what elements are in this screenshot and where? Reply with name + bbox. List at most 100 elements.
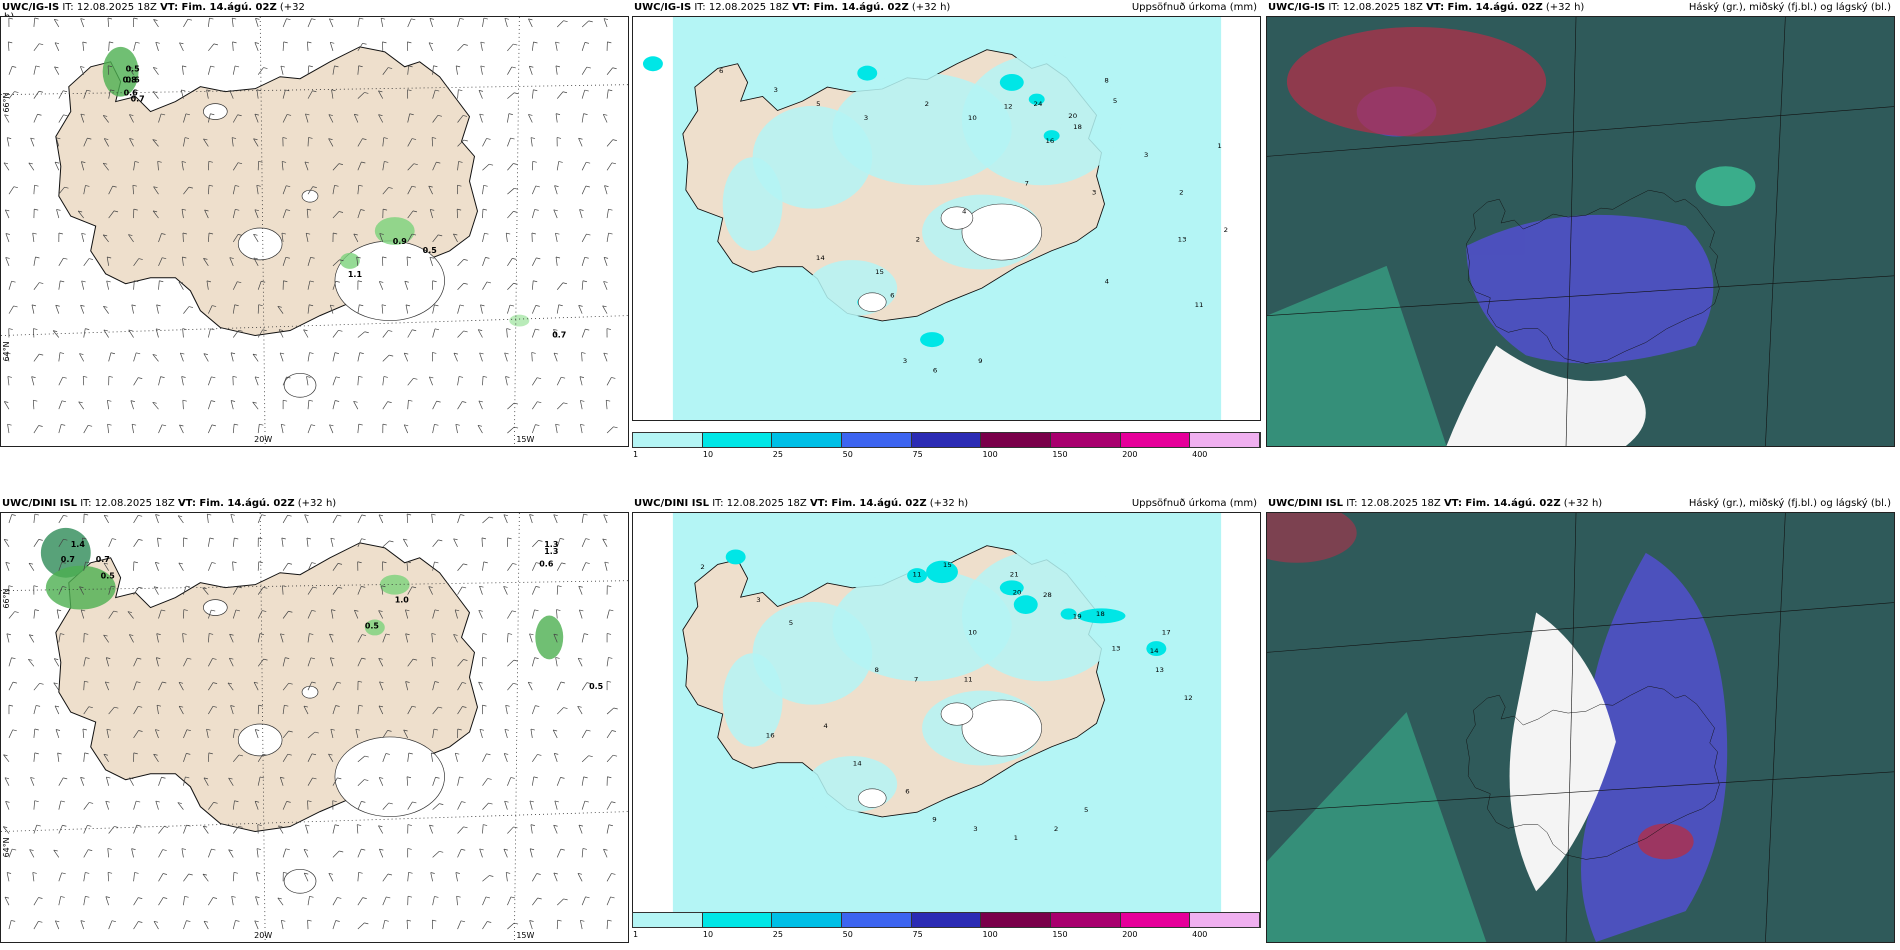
wind-barb-flag: [513, 163, 518, 165]
wind-barb-flag: [202, 873, 208, 876]
wind-barb: [203, 138, 209, 147]
longitude-label-15w: 15W: [516, 435, 534, 444]
wind-barb: [556, 777, 561, 786]
wind-barb-flag: [512, 258, 517, 260]
wind-barb: [58, 186, 65, 195]
wind-barb: [106, 280, 109, 290]
precip-value-label: 20: [1013, 589, 1022, 597]
wind-barb: [332, 281, 337, 290]
wind-barb: [108, 210, 115, 219]
wind-barb: [482, 257, 486, 266]
precip-value-label: 4: [1105, 278, 1109, 286]
wind-barb: [581, 233, 587, 243]
wind-barb-flag: [434, 304, 439, 307]
wind-barb: [108, 706, 115, 715]
wind-barb-flag: [333, 232, 338, 235]
wind-barb: [203, 258, 209, 267]
wind-barb: [253, 138, 259, 147]
wind-barb-flag: [131, 304, 136, 307]
wind-barb-flag: [138, 730, 143, 732]
wind-barb: [482, 875, 490, 882]
wind-barb-flag: [361, 634, 367, 636]
wind-barb: [407, 706, 413, 715]
wind-barb: [55, 729, 60, 739]
wind-barb-flag: [453, 538, 458, 541]
wind-barb-flag: [107, 17, 113, 20]
model-name: UWC/DINI ISL: [2, 498, 78, 509]
wind-barb-flag: [489, 516, 494, 519]
panel-header: UWC/DINI ISL IT: 12.08.2025 18Z VT: Fim.…: [1268, 496, 1891, 512]
wind-barb-flag: [155, 800, 160, 803]
wind-barb: [106, 256, 110, 266]
wind-barb: [381, 304, 384, 314]
cloud-map: [1266, 512, 1895, 943]
wind-barb: [256, 848, 259, 858]
wind-barb: [232, 754, 240, 763]
latitude-label-64: 64°N: [2, 341, 11, 361]
colorbar-swatch: [911, 433, 982, 447]
wind-barb-flag: [181, 161, 186, 163]
panel-header: UWC/IG-IS IT: 12.08.2025 18Z VT: Fim. 14…: [634, 0, 1257, 16]
wind-barb: [332, 400, 336, 410]
wind-barb-flag: [386, 896, 391, 899]
wind-barb-flag: [388, 802, 393, 805]
wind-barb: [102, 163, 109, 171]
wind-barb: [507, 563, 513, 571]
wind-barb-flag: [612, 139, 617, 141]
colorbar-label: 400: [1192, 930, 1208, 939]
wind-barb-flag: [63, 514, 68, 517]
colorbar-label: 75: [912, 450, 923, 459]
low-cloud-clear: [1446, 345, 1646, 446]
wind-barb-flag: [478, 610, 483, 612]
wind-barb: [33, 752, 36, 762]
wind-barb: [455, 65, 458, 75]
wind-barb: [232, 304, 235, 314]
wind-barb: [479, 848, 483, 858]
wind-barb-flag: [259, 633, 264, 635]
wind-barb-flag: [152, 354, 157, 356]
wind-barb-flag: [437, 115, 442, 117]
no-precip-area: [633, 513, 673, 916]
wind-barb: [556, 161, 560, 171]
wind-barb-flag: [306, 537, 311, 540]
colorbar-label: 200: [1122, 450, 1138, 459]
wind-barb: [581, 562, 587, 571]
precip-value-label: 28: [1043, 591, 1052, 599]
wind-barb: [208, 848, 212, 858]
wind-barb: [229, 90, 234, 99]
wind-barb-flag: [231, 895, 236, 898]
wind-barb: [581, 729, 587, 739]
lat-lon-grid: [1, 513, 628, 942]
precip-heavy-patch: [725, 549, 746, 565]
wind-barb-flag: [35, 256, 40, 259]
wind-barb: [103, 754, 109, 763]
wind-barb-flag: [185, 776, 190, 779]
wind-barb-flag: [62, 586, 67, 588]
wind-barb: [606, 707, 614, 715]
wind-barb: [577, 706, 583, 715]
wind-barb: [457, 18, 461, 28]
precip-value-label: 15: [875, 268, 884, 276]
wind-barb: [457, 920, 462, 930]
wind-barb: [507, 896, 512, 906]
wind-barb: [131, 424, 134, 434]
wind-barb: [432, 328, 436, 338]
wind-barb: [158, 777, 162, 786]
wind-barb-flag: [286, 209, 291, 211]
wind-barb: [332, 376, 337, 386]
longitude-line: [513, 17, 520, 446]
wind-barb: [202, 873, 209, 882]
wind-barb-flag: [387, 730, 392, 732]
wind-barb-flag: [353, 233, 358, 236]
wind-barb-flag: [486, 281, 492, 284]
wind-barb: [528, 66, 533, 75]
wind-barb-flag: [478, 400, 483, 403]
wind-barb: [256, 89, 259, 99]
wind-barb-flag: [561, 376, 566, 379]
precip-value-label: 5: [1113, 97, 1117, 105]
wind-barb: [103, 306, 109, 314]
wind-barb-flag: [532, 160, 537, 163]
wind-barb-flag: [362, 897, 367, 899]
wind-barb: [432, 539, 439, 548]
wind-barb-flag: [328, 138, 333, 140]
